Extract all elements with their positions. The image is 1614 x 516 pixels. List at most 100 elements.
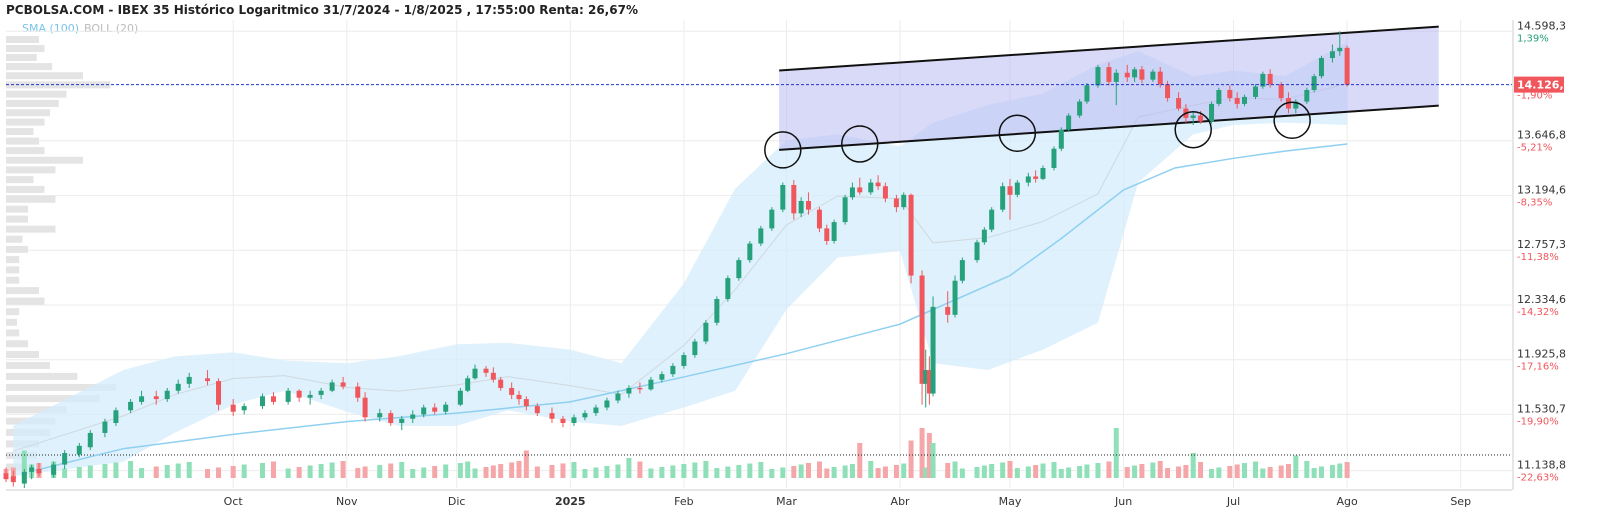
candle-body	[882, 186, 888, 199]
candle	[399, 415, 405, 431]
volume-profile-bar	[6, 215, 28, 223]
volume-bar	[340, 461, 346, 478]
candles	[3, 31, 1350, 488]
candle-body	[29, 467, 35, 472]
volume-bar	[1216, 467, 1222, 478]
volume-bar	[1025, 466, 1031, 478]
y-tick-pct: -8,35%	[1517, 197, 1552, 208]
candle-body	[560, 418, 566, 423]
candle-body	[791, 185, 797, 214]
candle	[798, 197, 804, 218]
candle-body	[21, 471, 27, 484]
candle-body	[959, 260, 965, 281]
candle-body	[164, 390, 170, 400]
candle-body	[241, 406, 247, 411]
volume-bar	[1033, 465, 1039, 478]
candle-body	[1344, 47, 1350, 85]
candle	[153, 390, 159, 405]
candle-body	[186, 376, 192, 384]
candle-body	[1058, 129, 1064, 149]
candle-body	[432, 407, 438, 412]
candle	[1337, 31, 1343, 56]
volume-bar	[926, 433, 932, 478]
volume-bar	[615, 464, 621, 478]
candle-body	[923, 370, 929, 384]
candle	[703, 320, 709, 345]
candle	[637, 382, 643, 394]
volume-bar	[355, 468, 361, 478]
candle-body	[703, 322, 709, 342]
candle-body	[1216, 89, 1222, 104]
volume-bar	[670, 465, 676, 478]
current-price-label-bg	[1514, 76, 1564, 93]
candle-body	[421, 407, 427, 415]
candle-body	[1165, 84, 1171, 99]
candle-body	[1293, 101, 1299, 109]
volume-profile-bar	[6, 99, 59, 107]
y-tick-pct: -11,38%	[1517, 252, 1559, 263]
volume-bar	[1077, 466, 1083, 478]
candle-body	[1025, 176, 1031, 183]
y-tick-pct: -17,16%	[1517, 362, 1559, 373]
volume-profile-bar	[6, 137, 39, 145]
volume-bar	[1176, 466, 1182, 478]
candle	[974, 239, 980, 263]
volume-bar	[523, 450, 529, 478]
legend-boll[interactable]: BOLL (20)	[84, 22, 138, 35]
candle	[930, 296, 936, 397]
candle	[857, 177, 863, 195]
candle-body	[1260, 73, 1266, 87]
volume-bar	[659, 467, 665, 478]
volume-bar	[945, 463, 951, 478]
volume-profile-bar	[6, 205, 28, 213]
candle	[1095, 64, 1101, 88]
candle-body	[582, 413, 588, 418]
volume-profile-bar	[6, 266, 20, 274]
volume-bar	[875, 468, 881, 478]
y-tick-label: 11.530,7	[1517, 402, 1566, 415]
candle-body	[355, 386, 361, 398]
x-tick-label: Oct	[224, 495, 244, 508]
candle	[959, 257, 965, 284]
volume-bar	[87, 465, 93, 478]
volume-profile-bar	[6, 118, 45, 126]
annotation-circle	[1273, 101, 1311, 140]
candle-body	[901, 194, 907, 208]
volume-bar	[1066, 467, 1072, 478]
candle	[216, 378, 222, 411]
volume-profile-bar	[6, 406, 67, 414]
candle-body	[805, 200, 811, 210]
candle	[1176, 92, 1182, 111]
candle	[483, 365, 489, 377]
volume-bar	[1198, 462, 1204, 478]
candle-body	[769, 209, 775, 229]
volume-bar	[1106, 461, 1112, 478]
volume-bar	[1209, 469, 1215, 478]
candle-body	[1051, 148, 1057, 168]
candle	[1033, 170, 1039, 183]
candle-body	[1139, 69, 1145, 80]
candle	[1278, 81, 1284, 102]
candle	[490, 367, 496, 383]
candle-body	[523, 399, 529, 407]
volume-bar	[681, 464, 687, 478]
candle	[1344, 45, 1350, 87]
y-tick-label: 11.138,8	[1517, 459, 1566, 472]
volume-bar	[1132, 465, 1138, 478]
candle-body	[989, 209, 995, 230]
candle	[882, 182, 888, 203]
candle-body	[3, 473, 9, 480]
candle	[1227, 85, 1233, 102]
volume-bar	[1040, 463, 1046, 478]
candle	[868, 178, 874, 195]
candle-body	[490, 372, 496, 380]
candle	[21, 468, 27, 488]
candle-body	[216, 381, 222, 405]
legend-sma[interactable]: SMA (100)	[22, 22, 79, 35]
volume-bar	[593, 467, 599, 478]
volume-bar	[377, 465, 383, 478]
volume-bar	[76, 467, 82, 478]
y-tick-label: 12.757,3	[1517, 238, 1566, 251]
candle	[824, 224, 830, 245]
